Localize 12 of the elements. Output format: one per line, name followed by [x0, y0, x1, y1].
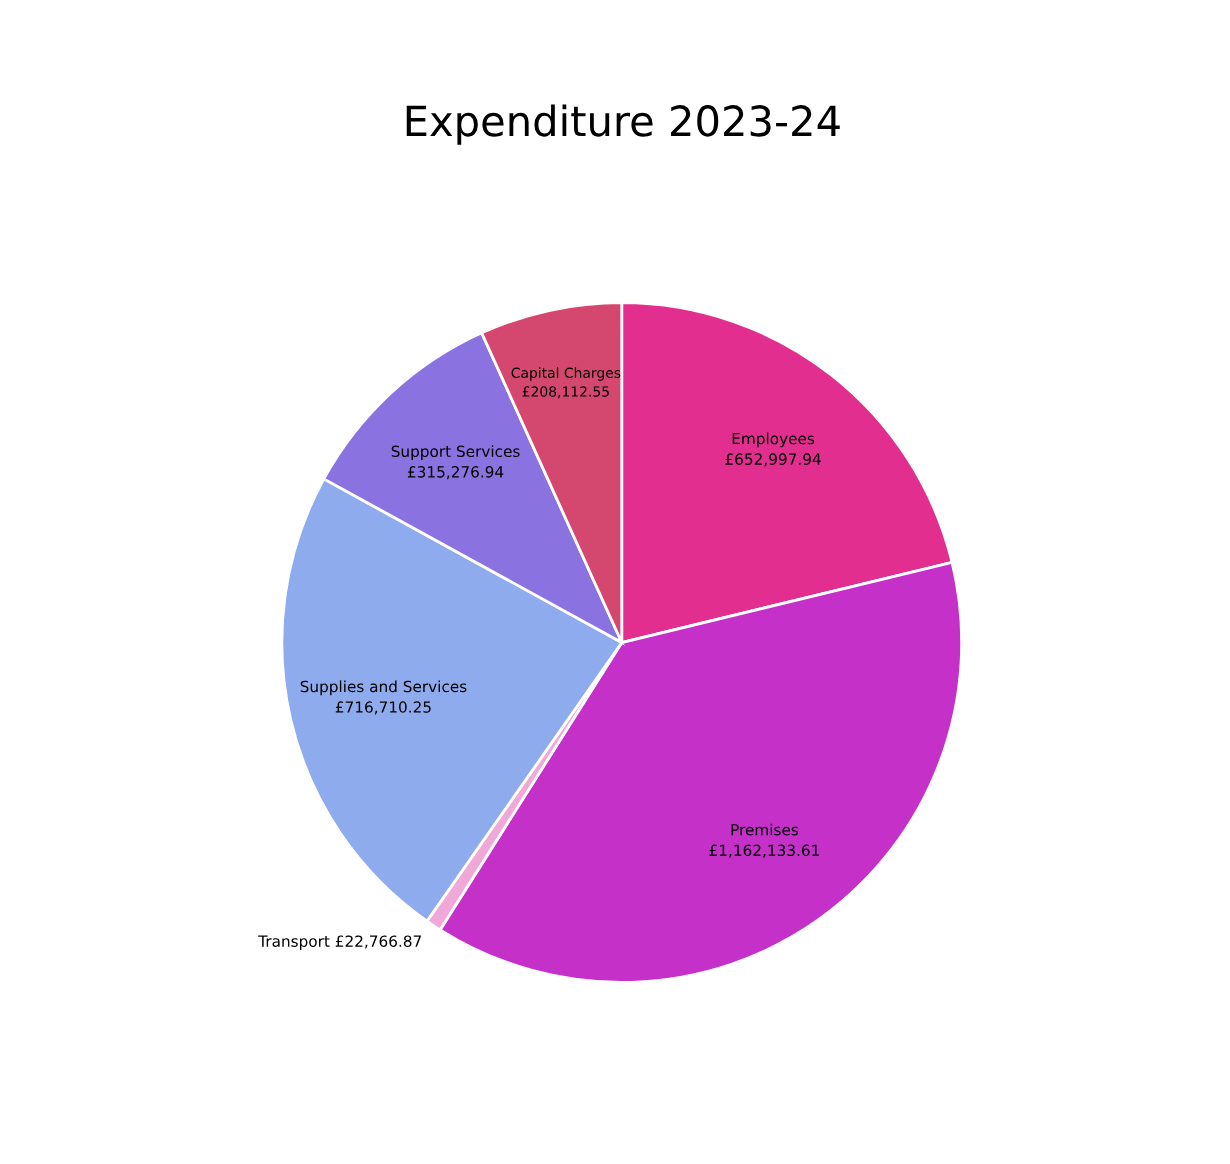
data-label: £1,162,133.61: [709, 844, 819, 858]
data-label: £208,112.55: [522, 386, 609, 399]
slice-label: Support Services: [391, 445, 520, 460]
data-label: £716,710.25: [335, 701, 431, 715]
slice-label: Supplies and Services: [300, 680, 467, 696]
data-label: £315,276.94: [407, 466, 504, 480]
slice-label: Capital Charges: [511, 367, 621, 381]
slice-label: Transport £22,766.87: [258, 935, 421, 950]
slice-label: Premises: [731, 823, 799, 836]
chart-title: Expenditure 2023-24: [406, 104, 840, 145]
slice-label: Employees: [732, 432, 815, 448]
data-label: £652,997.94: [725, 453, 821, 467]
